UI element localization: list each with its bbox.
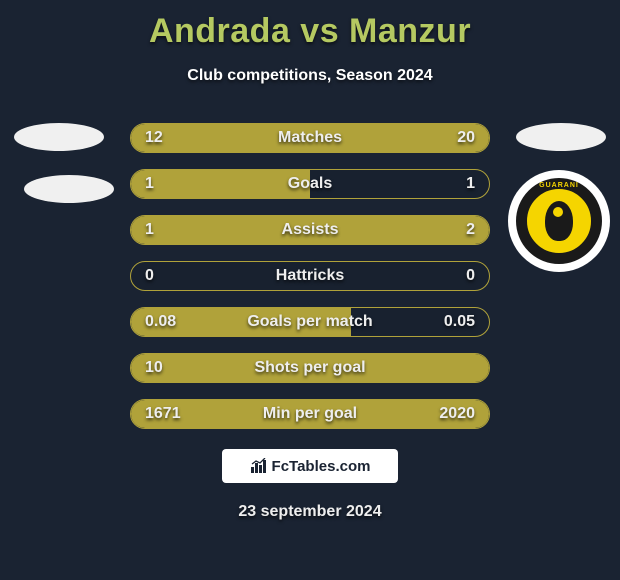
stat-row: 1671 2020 Min per goal [130,399,490,429]
footer-brand-box[interactable]: FcTables.com [222,449,398,483]
stat-label: Matches [278,129,342,147]
date-text: 23 september 2024 [0,503,620,521]
stat-value-right: 2 [466,221,475,239]
stat-row: 0.08 0.05 Goals per match [130,307,490,337]
stat-bar: 12 20 Matches [130,123,490,153]
stat-row: 10 Shots per goal [130,353,490,383]
stat-label: Hattricks [276,267,344,285]
stat-bar: 10 Shots per goal [130,353,490,383]
stat-value-left: 1 [145,221,154,239]
footer-brand-text: FcTables.com [272,458,371,475]
stat-value-left: 12 [145,129,163,147]
stat-value-left: 0.08 [145,313,176,331]
stat-value-right: 2020 [439,405,475,423]
stat-value-right: 20 [457,129,475,147]
stat-value-left: 1671 [145,405,181,423]
stat-label: Goals per match [247,313,372,331]
chart-icon [250,458,268,474]
page-subtitle: Club competitions, Season 2024 [0,67,620,85]
stat-row: 0 0 Hattricks [130,261,490,291]
stat-bar: 1 2 Assists [130,215,490,245]
stat-label: Shots per goal [254,359,365,377]
stat-value-right: 0 [466,267,475,285]
stat-bar: 0 0 Hattricks [130,261,490,291]
stat-label: Assists [282,221,339,239]
comparison-card: Andrada vs Manzur Club competitions, Sea… [0,0,620,580]
stat-bar: 0.08 0.05 Goals per match [130,307,490,337]
stat-value-left: 10 [145,359,163,377]
stat-bar: 1 1 Goals [130,169,490,199]
stat-row: 1 1 Goals [130,169,490,199]
stat-value-left: 0 [145,267,154,285]
stat-value-right: 0.05 [444,313,475,331]
stat-row: 1 2 Assists [130,215,490,245]
stat-value-right: 1 [466,175,475,193]
stats-list: 1220Matches11Goals12Assists00Hattricks0.… [0,123,620,429]
stat-label: Goals [288,175,332,193]
stat-value-left: 1 [145,175,154,193]
stat-label: Min per goal [263,405,357,423]
stat-bar: 1671 2020 Min per goal [130,399,490,429]
stat-fill-left [131,170,310,198]
stat-row: 12 20 Matches [130,123,490,153]
page-title: Andrada vs Manzur [0,12,620,51]
